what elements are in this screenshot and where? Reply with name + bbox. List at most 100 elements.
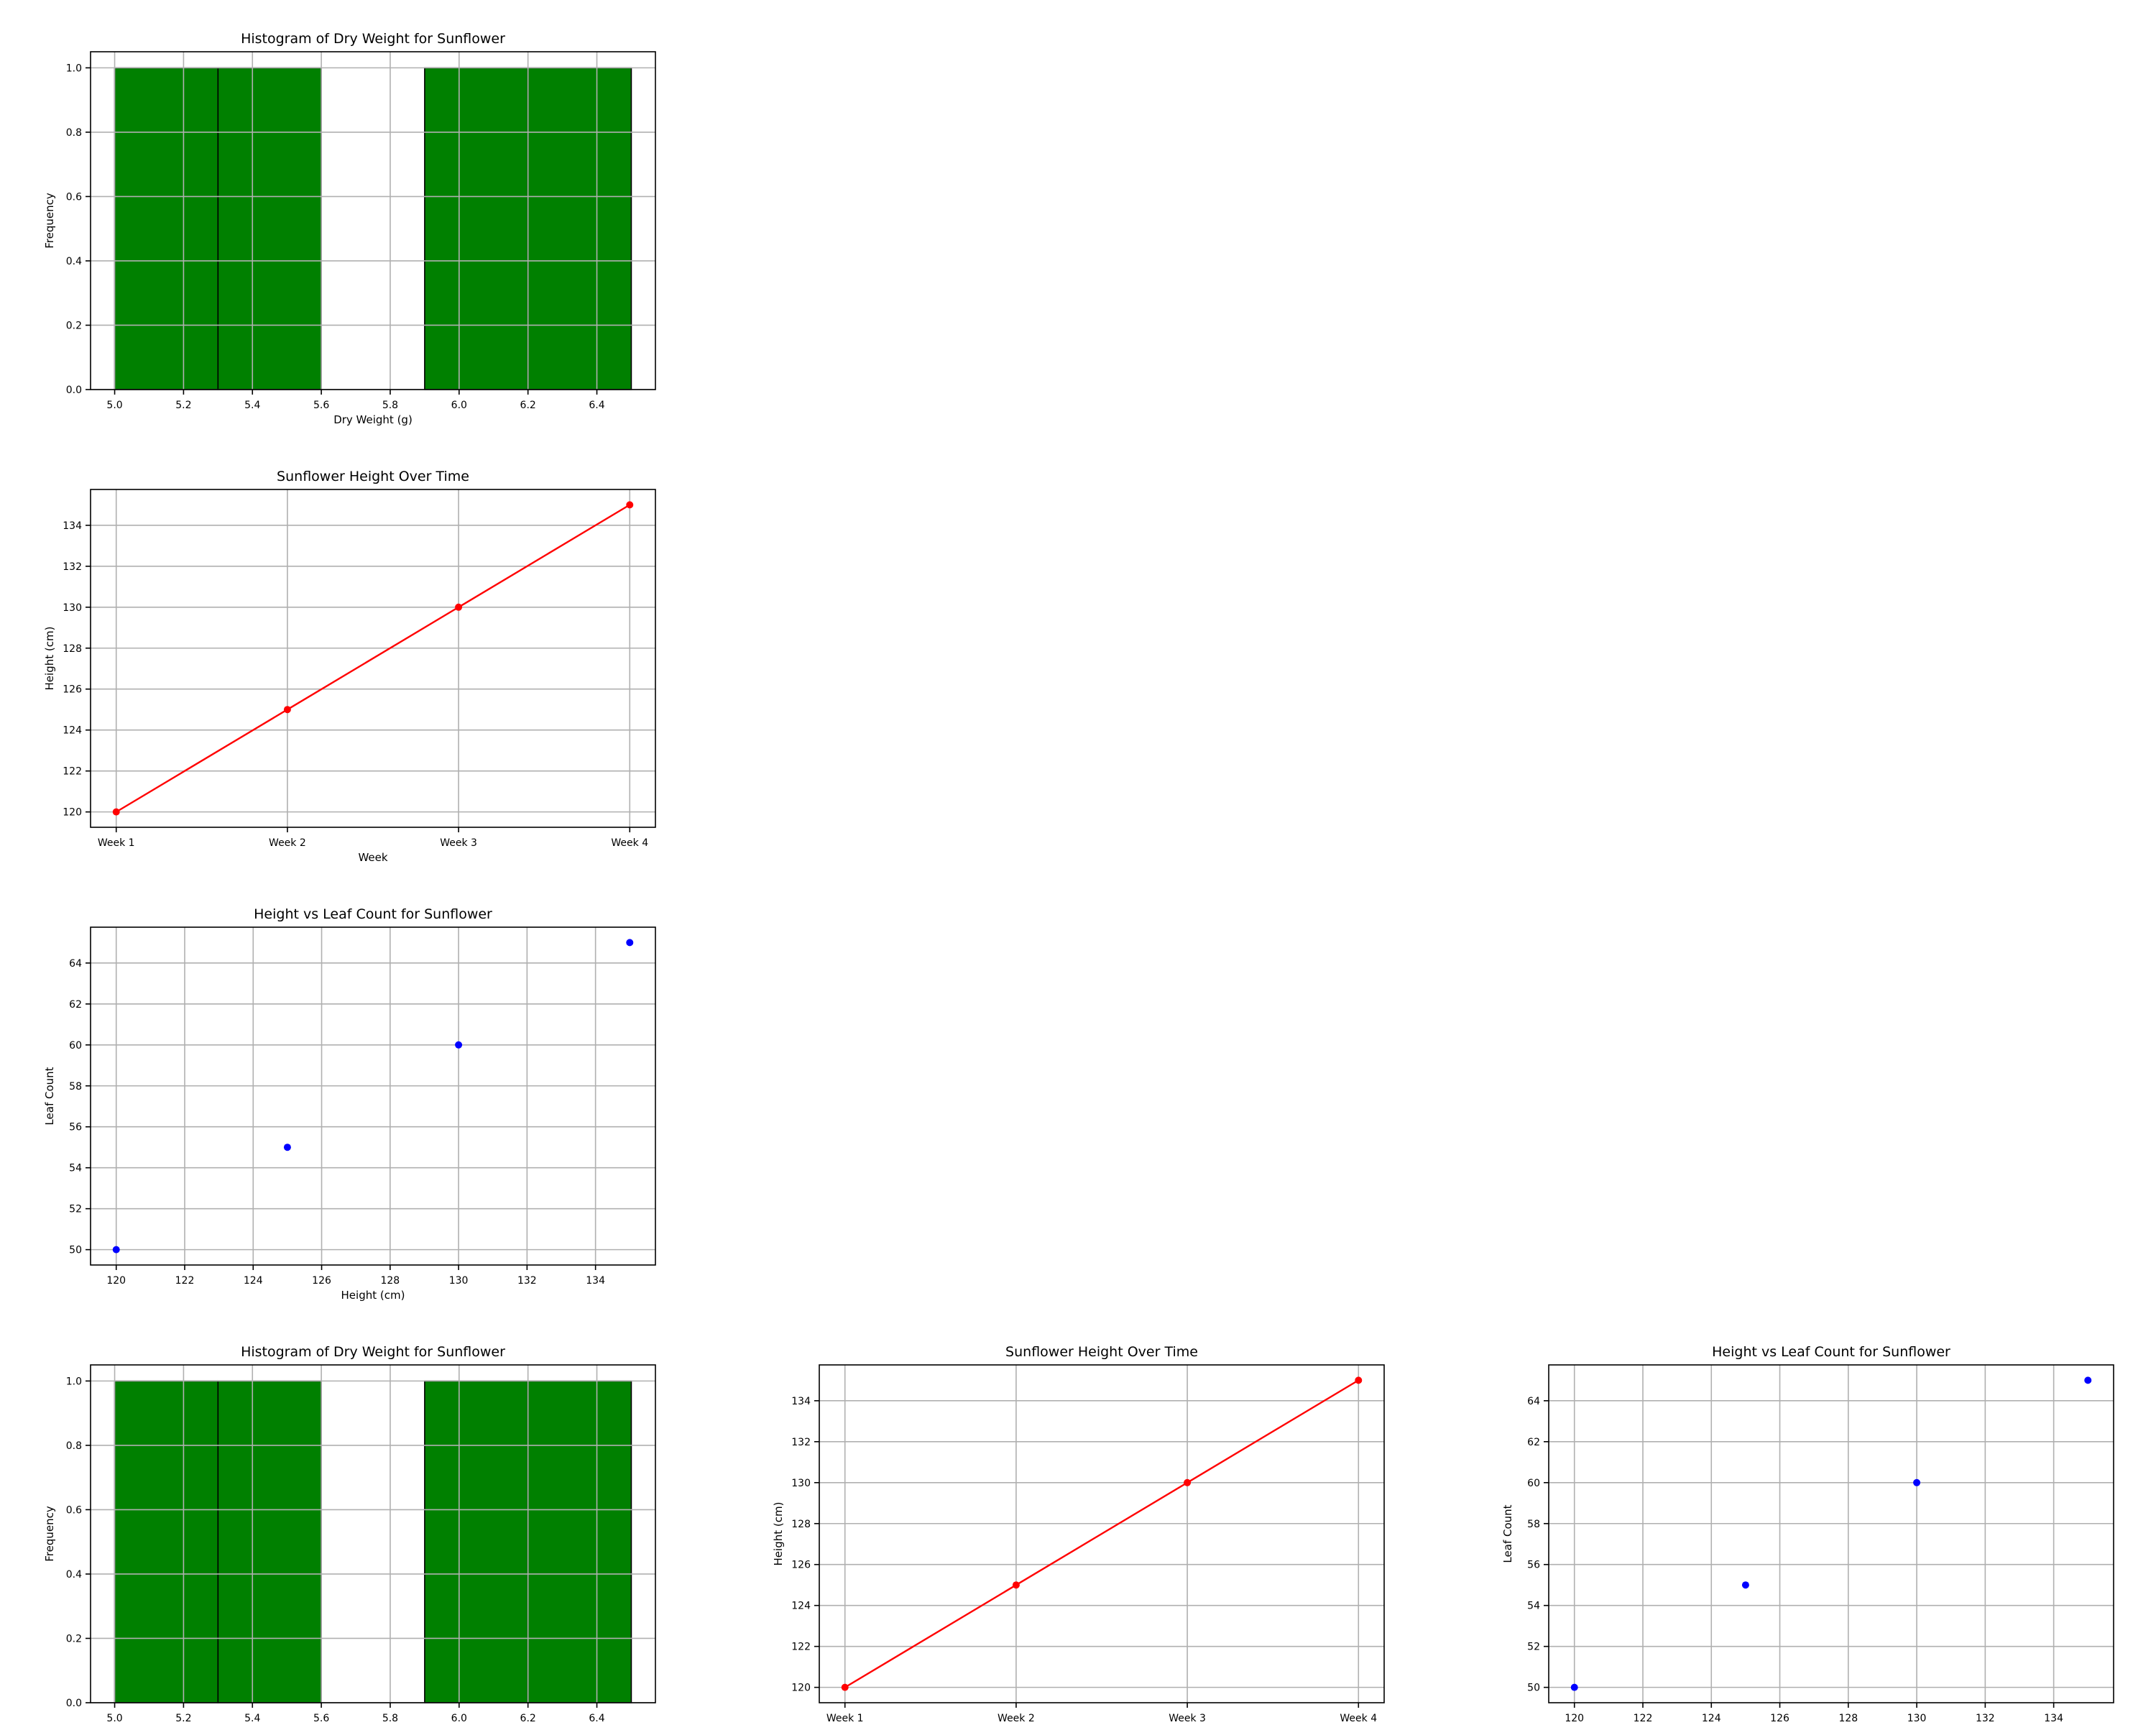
x-tick-label: 124 (1702, 1713, 1721, 1724)
y-tick-label: 124 (63, 725, 82, 737)
x-tick-label: 122 (1634, 1713, 1653, 1724)
x-tick-label: 5.4 (244, 1713, 260, 1724)
scatter-point (112, 1246, 120, 1254)
scatter-point (626, 939, 634, 947)
y-tick-label: 54 (1527, 1601, 1540, 1612)
y-axis-ticks: 120 122 124 126 128 130 132 134 (63, 520, 91, 819)
x-tick-label: 5.2 (175, 400, 191, 411)
y-axis-label: Height (cm) (43, 627, 56, 691)
y-tick-label: 0.2 (66, 320, 82, 331)
chart-panel-4: 5.0 5.2 5.4 5.6 5.8 6.0 6.2 6.4 0.0 0.2 0.4 0.6 0.8 1… (43, 1344, 656, 1724)
x-tick-label: Week 3 (1169, 1713, 1206, 1724)
series-line (844, 1379, 1359, 1688)
y-tick-label: 134 (791, 1396, 811, 1407)
y-axis-label: Height (cm) (772, 1502, 785, 1566)
x-tick-label: 5.6 (313, 1713, 329, 1724)
chart-title: Histogram of Dry Weight for Sunflower (241, 31, 505, 47)
axes-frame (819, 1364, 1385, 1703)
y-tick-label: 0.6 (66, 191, 82, 203)
grid-lines (91, 489, 655, 827)
y-tick-label: 0.4 (66, 1569, 82, 1581)
x-tick-label: 134 (586, 1275, 605, 1287)
histogram-bar (424, 1380, 529, 1703)
y-tick-label: 0.6 (66, 1504, 82, 1516)
y-tick-label: 52 (1527, 1642, 1540, 1653)
x-tick-label: 130 (449, 1275, 469, 1287)
data-point (1355, 1376, 1363, 1384)
y-tick-label: 126 (63, 684, 82, 696)
y-tick-label: 0.0 (66, 1698, 82, 1709)
data-point (112, 808, 120, 816)
y-tick-label: 62 (1527, 1437, 1540, 1448)
chart-panel-1: 5.0 5.2 5.4 5.6 5.8 6.0 6.2 6.4 0.0 0.2 0.4 0.6 0.8 1… (43, 31, 656, 426)
data-point (1012, 1581, 1020, 1589)
y-tick-label: 50 (1527, 1683, 1540, 1694)
y-tick-label: 0.8 (66, 1440, 82, 1452)
scatter-point (455, 1041, 463, 1049)
histogram-bar (217, 67, 322, 390)
x-tick-label: 6.0 (451, 1713, 467, 1724)
y-tick-label: 128 (791, 1519, 811, 1530)
y-tick-label: 132 (791, 1437, 811, 1448)
x-tick-label: 134 (2044, 1713, 2063, 1724)
y-tick-label: 64 (1527, 1396, 1540, 1407)
x-tick-label: 6.4 (589, 400, 604, 411)
y-tick-label: 58 (69, 1081, 82, 1092)
x-tick-label: Week 1 (826, 1713, 864, 1724)
x-tick-label: 6.2 (520, 1713, 536, 1724)
x-tick-label: 122 (175, 1275, 195, 1287)
x-tick-label: 130 (1907, 1713, 1927, 1724)
data-point (1184, 1478, 1192, 1486)
data-point (626, 501, 634, 509)
y-tick-label: 56 (1527, 1560, 1540, 1571)
x-axis-label: Dry Weight (g) (333, 413, 413, 426)
histogram-bar (217, 1380, 322, 1703)
y-tick-label: 52 (69, 1204, 82, 1215)
x-tick-label: 5.8 (382, 400, 398, 411)
chart-title: Sunflower Height Over Time (277, 469, 469, 484)
y-tick-label: 134 (63, 520, 82, 532)
series-line (116, 504, 630, 813)
x-tick-label: 128 (380, 1275, 400, 1287)
x-tick-label: 6.2 (520, 400, 536, 411)
x-axis-ticks: Week 1 Week 2 Week 3 Week 4 (826, 1703, 1377, 1724)
y-tick-label: 62 (69, 999, 82, 1011)
data-point (283, 706, 291, 714)
x-tick-label: 5.2 (175, 1713, 191, 1724)
histogram-bars (114, 1380, 632, 1703)
y-tick-label: 128 (63, 643, 82, 655)
axes-frame (90, 1364, 656, 1703)
y-tick-label: 132 (63, 561, 82, 573)
x-tick-label: Week 2 (998, 1713, 1035, 1724)
x-tick-label: 5.6 (313, 400, 329, 411)
grid-lines (91, 52, 655, 390)
histogram-bar (114, 1380, 219, 1703)
x-tick-label: Week 3 (440, 837, 477, 849)
x-tick-label: 128 (1838, 1713, 1858, 1724)
histogram-bars (114, 67, 632, 390)
scatter-point (1913, 1478, 1921, 1486)
x-tick-label: 5.4 (244, 400, 260, 411)
y-tick-label: 0.2 (66, 1633, 82, 1644)
y-tick-label: 0.4 (66, 256, 82, 267)
chart-panel-6: 120 122 124 126 128 130 132 134 50 52 54 56 58 60 62 64… (1501, 1344, 2114, 1724)
x-axis-ticks: 120 122 124 126 128 130 132 134 (1565, 1703, 2063, 1724)
x-axis-label: Week (358, 851, 387, 864)
y-axis-ticks: 120 122 124 126 128 130 132 134 (791, 1396, 819, 1694)
x-axis-ticks: 120 122 124 126 128 130 132 134 (106, 1265, 605, 1287)
x-axis-ticks: 5.0 5.2 5.4 5.6 5.8 6.0 6.2 6.4 (106, 1703, 605, 1724)
x-tick-label: Week 1 (98, 837, 135, 849)
data-point (455, 603, 463, 611)
histogram-bar (527, 1380, 632, 1703)
y-axis-ticks: 0.0 0.2 0.4 0.6 0.8 1.0 (66, 1376, 91, 1709)
y-axis-ticks: 0.0 0.2 0.4 0.6 0.8 1.0 (66, 63, 91, 396)
y-tick-label: 64 (69, 958, 82, 970)
y-tick-label: 1.0 (66, 63, 82, 74)
chart-panel-5: Week 1 Week 2 Week 3 Week 41201221241261281… (772, 1344, 1385, 1724)
y-tick-label: 54 (69, 1163, 82, 1174)
x-tick-label: 132 (517, 1275, 537, 1287)
axes-frame (90, 51, 656, 390)
chart-title: Height vs Leaf Count for Sunflower (254, 906, 492, 922)
y-tick-label: 1.0 (66, 1376, 82, 1387)
